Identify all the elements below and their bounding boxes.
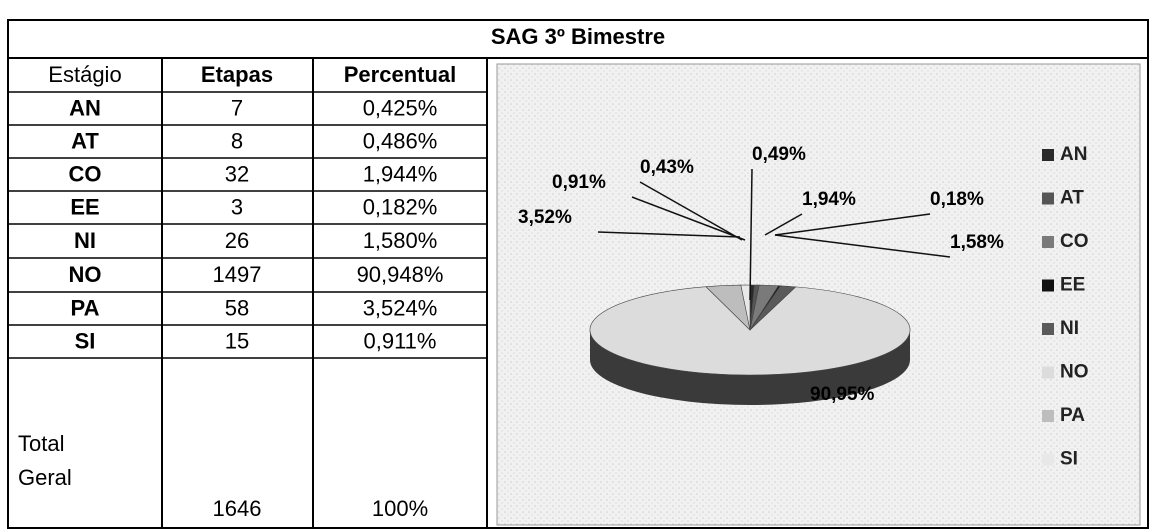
leader-line <box>749 168 753 301</box>
header-cell: Estágio <box>48 62 121 87</box>
legend-swatch <box>1042 323 1054 335</box>
total-word: Total <box>18 431 64 456</box>
legend-label: CO <box>1060 231 1089 252</box>
leader-line <box>631 196 746 241</box>
table-cell: 3,524% <box>363 295 438 320</box>
pie-slice <box>589 286 911 376</box>
table-cell: 8 <box>231 128 243 153</box>
table-cell: 90,948% <box>357 262 444 287</box>
legend-swatch <box>1042 453 1054 466</box>
table-cell: 15 <box>225 328 249 353</box>
total-word: Geral <box>18 465 72 490</box>
table-cell: EE <box>70 194 99 219</box>
table-cell: 7 <box>231 95 243 120</box>
legend-label: NO <box>1060 362 1089 383</box>
data-label: 1,58% <box>950 232 1004 253</box>
leader-line <box>774 213 931 236</box>
total-cell: 1646 <box>213 496 262 521</box>
data-label: 0,49% <box>752 144 806 165</box>
data-label: 0,18% <box>930 189 984 210</box>
data-label: 3,52% <box>518 207 572 228</box>
table-cell: 58 <box>225 295 249 320</box>
table-cell: NO <box>69 262 102 287</box>
legend-swatch <box>1042 192 1054 205</box>
table-cell: 1,580% <box>363 228 438 253</box>
legend-label: AT <box>1060 188 1084 209</box>
table-cell: 1497 <box>213 262 262 287</box>
total-label: Total Geral <box>18 431 72 490</box>
header-cell: Percentual <box>344 62 457 87</box>
legend-swatch <box>1042 279 1054 292</box>
data-label: 1,94% <box>802 189 856 210</box>
legend-label: PA <box>1060 405 1085 426</box>
data-label: 0,91% <box>552 172 606 193</box>
table-cell: 3 <box>231 194 243 219</box>
table-cell: SI <box>75 328 96 353</box>
title: SAG 3º Bimestre <box>491 24 665 49</box>
table-cell: AN <box>69 95 101 120</box>
legend-label: AN <box>1060 144 1087 165</box>
table-cell: 32 <box>225 161 249 186</box>
data-label: 0,43% <box>640 157 694 178</box>
table-cell: 0,486% <box>363 128 438 153</box>
table-cell: CO <box>69 161 102 186</box>
table-cell: 1,944% <box>363 161 438 186</box>
table-cell: AT <box>71 128 99 153</box>
legend-swatch <box>1042 366 1054 379</box>
table-cell: 0,425% <box>363 95 438 120</box>
table-cell: PA <box>71 295 100 320</box>
header-cell: Etapas <box>201 62 273 87</box>
table-cell: 0,911% <box>364 328 437 353</box>
legend-label: NI <box>1060 318 1079 339</box>
legend-swatch <box>1042 410 1054 422</box>
table-borders <box>7 19 1149 529</box>
leader-line <box>639 181 743 241</box>
legend-label: SI <box>1060 449 1078 470</box>
legend-label: EE <box>1060 275 1085 296</box>
table-cell: 0,182% <box>363 194 438 219</box>
leader-line <box>597 231 741 238</box>
table-cell: NI <box>74 228 96 253</box>
total-cell: 100% <box>372 496 428 521</box>
data-label: 90,95% <box>810 384 875 405</box>
leader-line <box>774 234 951 258</box>
legend-swatch <box>1042 149 1054 161</box>
table-cell: 26 <box>225 228 249 253</box>
legend-swatch <box>1042 236 1054 248</box>
leader-line <box>764 213 803 236</box>
